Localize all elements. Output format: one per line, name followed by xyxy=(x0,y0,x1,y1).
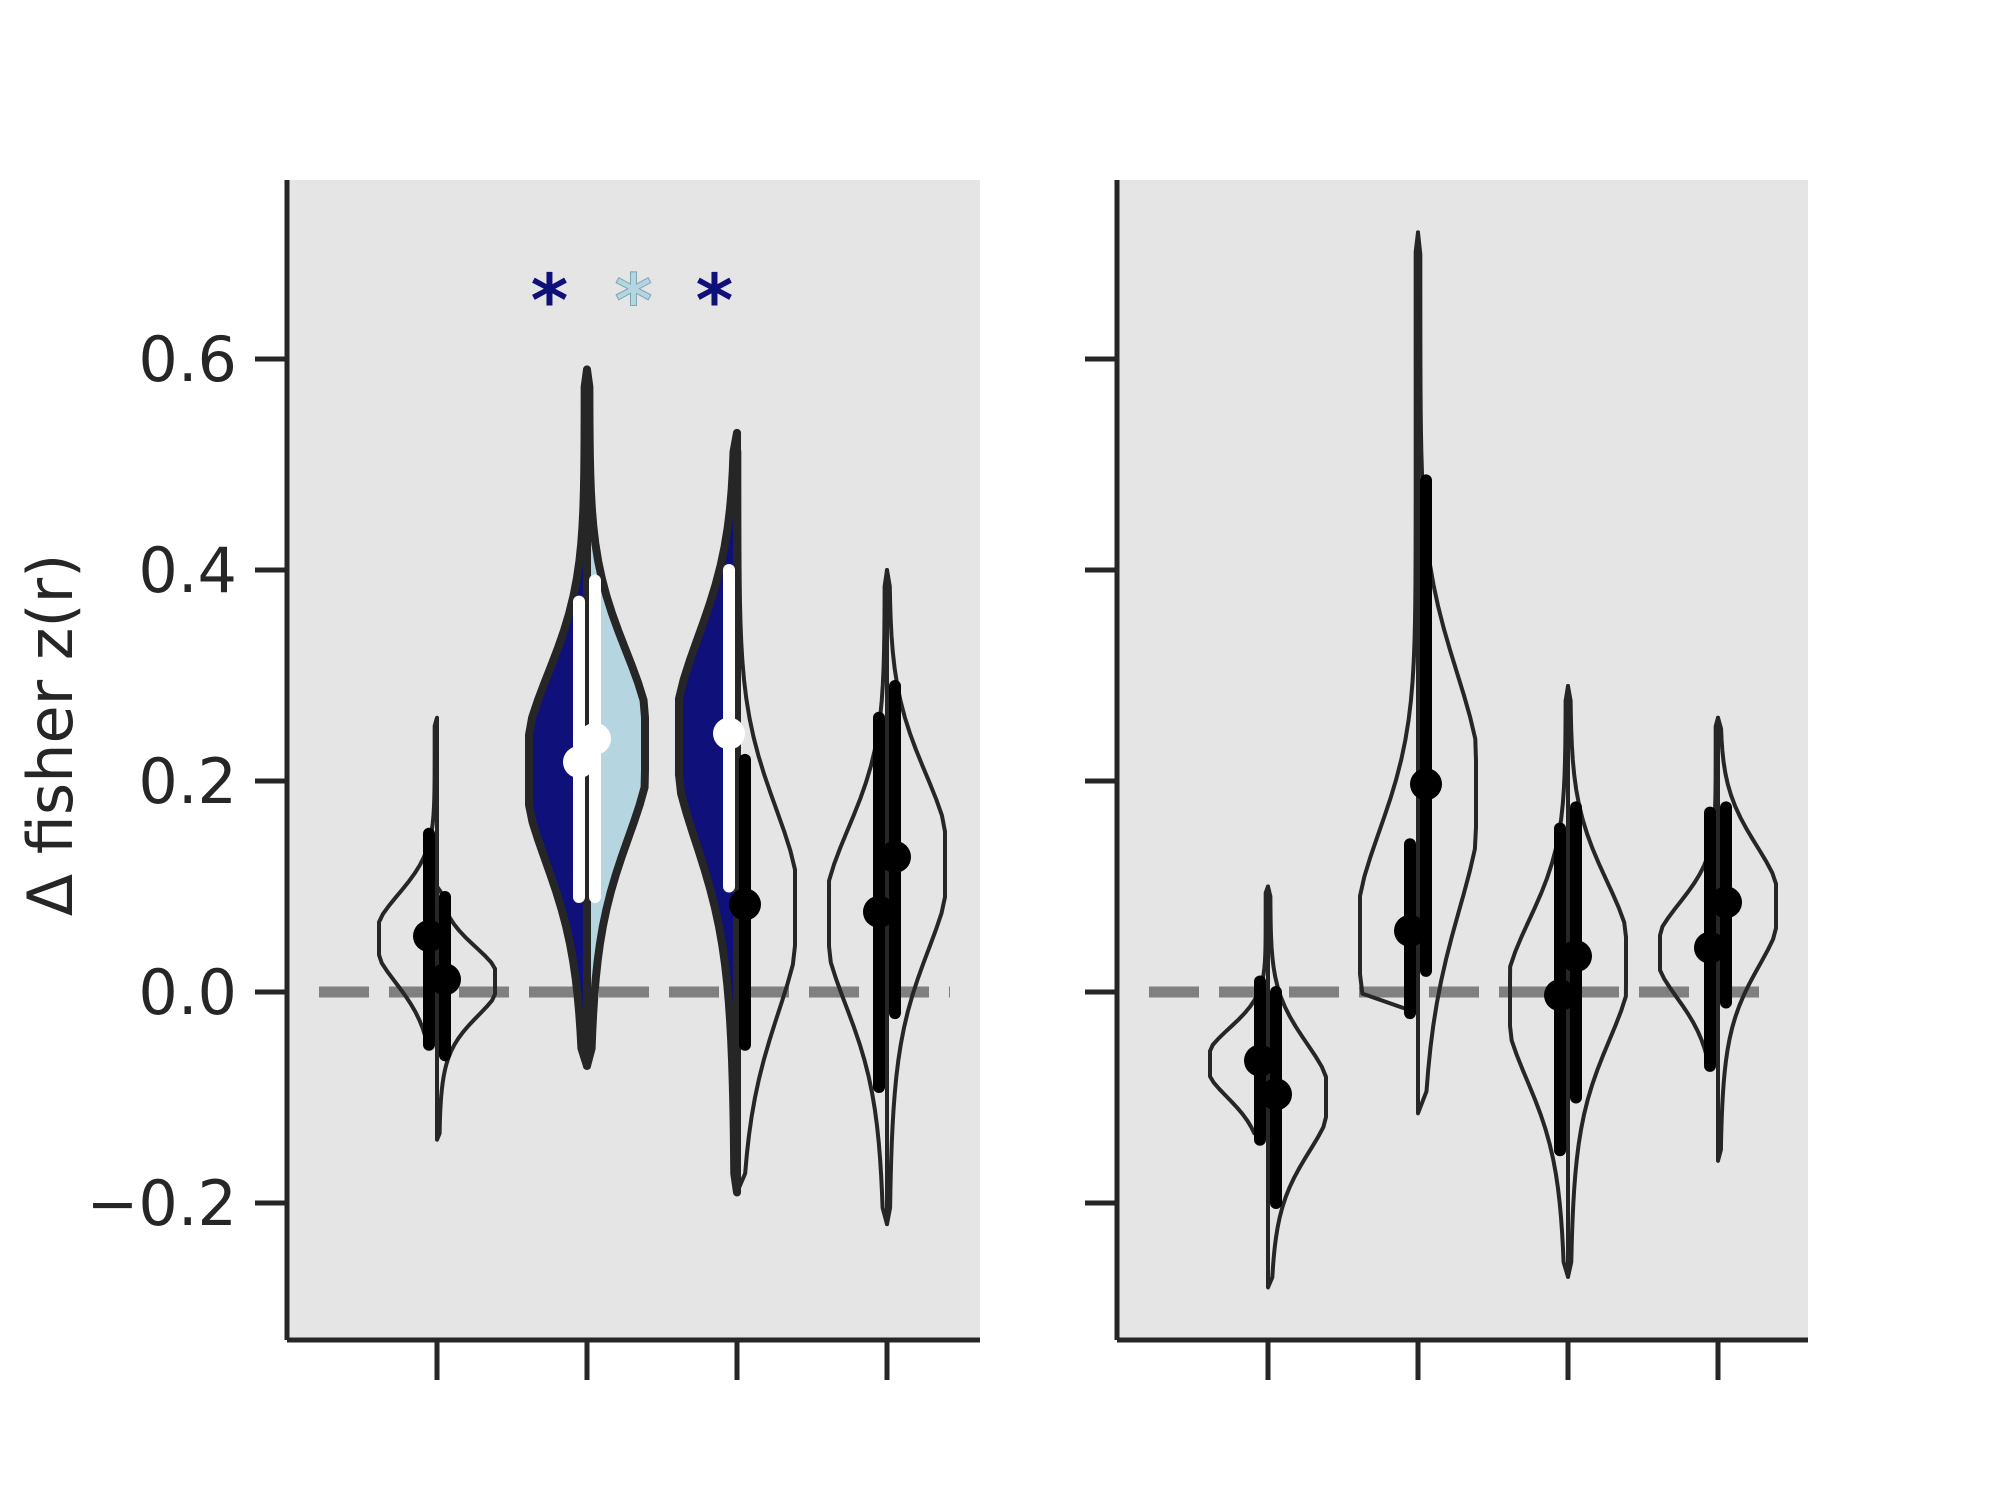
mean-marker-g3-left xyxy=(1544,979,1576,1012)
mean-marker-g3-right xyxy=(1560,940,1592,973)
mean-marker-g1-left xyxy=(1244,1044,1276,1077)
left-panel: −0.2 0.0 0.2 0.4 0.6 * * * xyxy=(86,180,980,1380)
right-panel xyxy=(1085,180,1808,1380)
violin-half-g4-left xyxy=(827,568,889,1227)
mean-marker-g2-right xyxy=(579,722,611,755)
mean-marker-g1-right xyxy=(1260,1078,1292,1111)
violin-half-g4-right xyxy=(1716,715,1778,1163)
y-tick-label: 0.6 xyxy=(138,323,237,396)
significance-star: * xyxy=(696,258,734,342)
y-tick-label: 0.2 xyxy=(138,745,237,818)
y-axis-label: Δ fisher z(r) xyxy=(14,554,87,917)
mean-marker-g4-left xyxy=(863,895,895,928)
violin-half-g3-right xyxy=(735,430,797,1195)
y-tick-label: −0.2 xyxy=(86,1167,237,1240)
y-tick-label: 0.4 xyxy=(138,534,237,607)
violin-half-g3-right xyxy=(1566,684,1628,1279)
violin-half-g3-left xyxy=(1508,684,1570,1279)
violin-half-g1-right xyxy=(1266,884,1328,1290)
plot-background xyxy=(1117,180,1808,1340)
mean-marker-g2-left xyxy=(1394,914,1426,947)
mean-marker-g1-right xyxy=(429,963,461,996)
violin-half-g3-left xyxy=(675,428,741,1197)
violin-half-g4-left xyxy=(1658,715,1720,1068)
mean-marker-g3-left xyxy=(713,717,745,750)
mean-marker-g1-left xyxy=(413,920,445,953)
violin-half-g1-left xyxy=(377,715,439,1047)
significance-star: * xyxy=(615,258,653,342)
significance-star: * xyxy=(531,258,569,342)
mean-marker-g2-left xyxy=(563,746,595,779)
mean-marker-g4-left xyxy=(1694,931,1726,964)
violin-half-g2-right xyxy=(583,365,649,1070)
violin-half-g1-right xyxy=(435,884,497,1142)
violin-half-g1-left xyxy=(1208,884,1270,1142)
mean-marker-g2-right xyxy=(1410,768,1442,801)
mean-marker-g4-right xyxy=(1710,886,1742,919)
mean-marker-g3-right xyxy=(729,888,761,921)
mean-marker-g4-right xyxy=(879,840,911,873)
violin-half-g2-left xyxy=(1358,230,1420,1016)
violin-half-g2-right xyxy=(1416,230,1478,1116)
y-tick-label: 0.0 xyxy=(138,956,237,1029)
